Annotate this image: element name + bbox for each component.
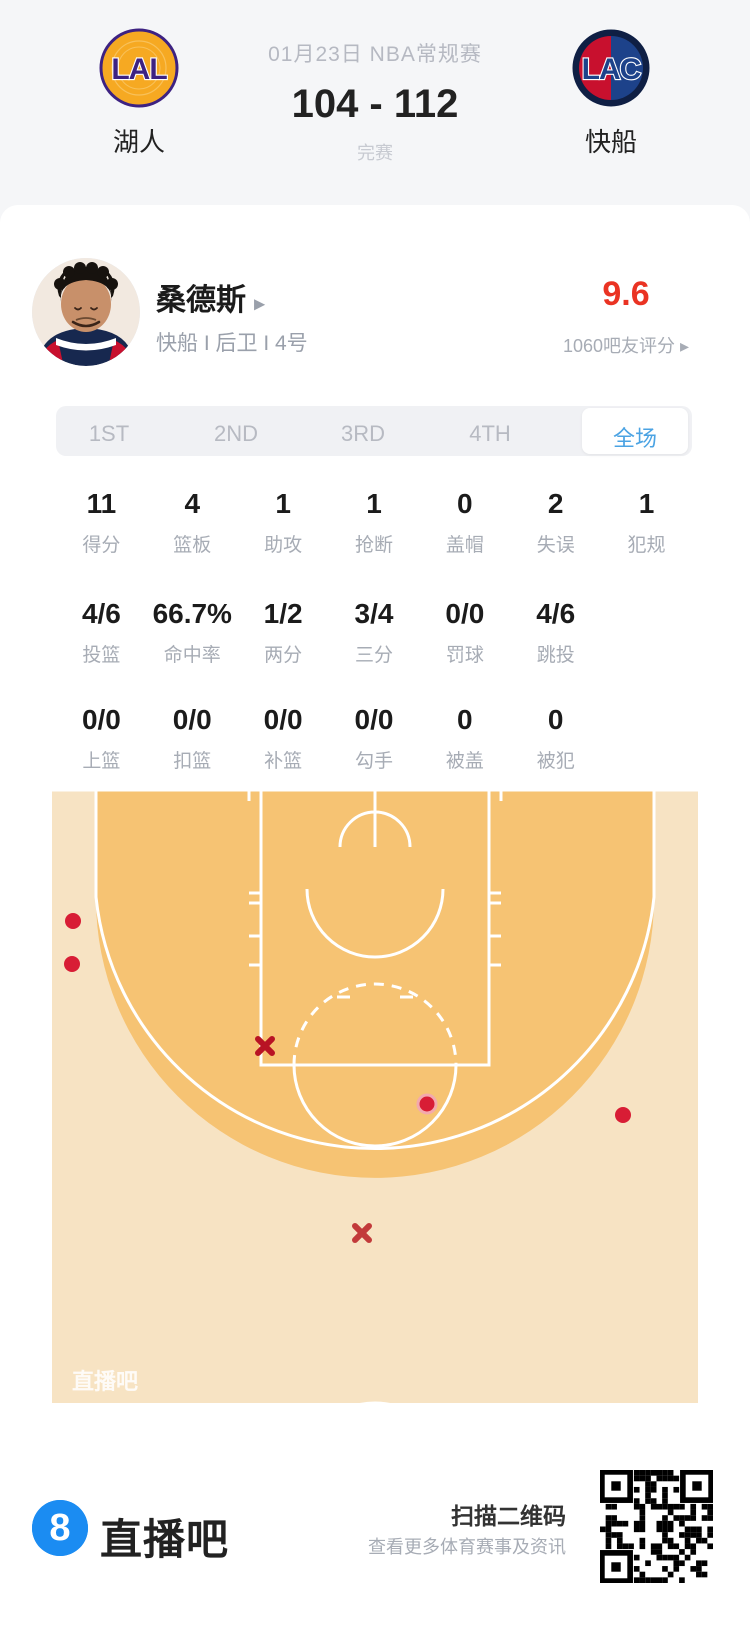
svg-text:8: 8 — [49, 1507, 70, 1549]
svg-text:直播吧: 直播吧 — [72, 1369, 138, 1394]
svg-text:LAC: LAC — [582, 53, 641, 86]
svg-text:LAL: LAL — [111, 53, 167, 86]
